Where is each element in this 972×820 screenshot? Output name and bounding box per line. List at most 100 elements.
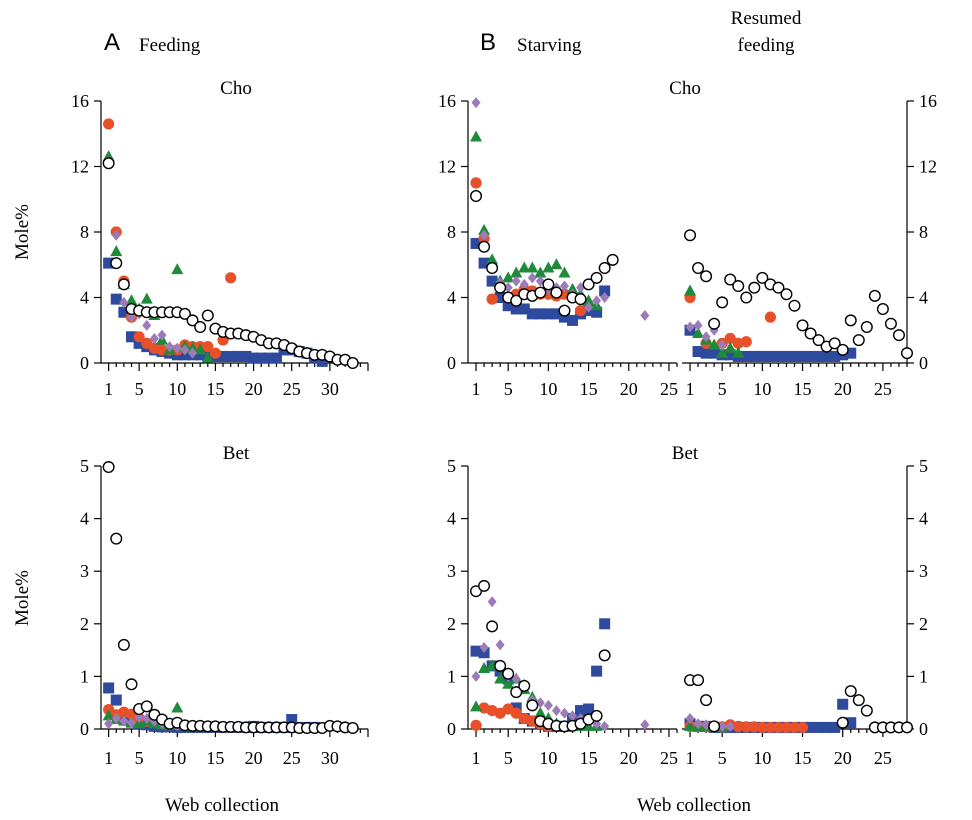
x-tick-label: 25	[660, 379, 678, 399]
x-tick-label: 20	[245, 379, 263, 399]
data-point-circle-open	[486, 262, 499, 275]
data-point-triangle	[716, 346, 729, 358]
x-tick-label: 15	[794, 748, 812, 768]
data-point-triangle	[566, 282, 579, 294]
y-tick-label: 3	[80, 561, 89, 581]
data-point-circle-filled	[756, 721, 768, 734]
series-circle-open	[684, 674, 914, 734]
x-tick-label: 15	[206, 748, 224, 768]
data-point-circle-open	[692, 674, 705, 687]
data-point-square	[780, 350, 792, 362]
data-point-diamond	[119, 296, 129, 308]
x-tick-label: 30	[321, 748, 339, 768]
data-point-circle-open	[346, 721, 359, 734]
data-point-circle-filled	[133, 331, 145, 343]
x-tick-label: 1	[686, 748, 695, 768]
x-axis-label-a: Web collection	[165, 795, 280, 816]
data-point-circle-open	[884, 317, 897, 330]
data-point-circle-open	[117, 278, 130, 291]
data-point-square	[829, 721, 841, 733]
chart-title: Cho	[669, 78, 701, 99]
data-point-circle-open	[590, 709, 603, 722]
data-point-circle-filled	[740, 721, 752, 733]
data-point-diamond	[717, 720, 727, 732]
data-point-circle-open	[125, 678, 138, 691]
x-tick-label: 10	[168, 748, 186, 768]
panel-b-title: Starving	[517, 35, 582, 56]
data-point-square	[724, 349, 736, 361]
data-point-square	[821, 721, 833, 733]
data-point-circle-filled	[780, 721, 793, 734]
data-point-circle-open	[772, 281, 785, 294]
data-point-circle-filled	[103, 118, 115, 130]
y-tick-label: 3	[919, 561, 928, 581]
y-axis-label-bottom: Mole%	[12, 570, 33, 626]
y-tick-label: 0	[919, 353, 928, 373]
x-tick-label: 10	[539, 748, 557, 768]
y-tick-label: 8	[919, 222, 928, 242]
data-point-square	[270, 352, 282, 364]
y-tick-label: 2	[80, 614, 89, 634]
data-point-circle-open	[844, 685, 857, 698]
data-point-diamond	[180, 344, 190, 356]
data-point-circle-filled	[209, 347, 222, 359]
data-point-circle-open	[732, 280, 745, 293]
data-point-diamond	[111, 229, 121, 241]
y-tick-label: 16	[71, 91, 89, 111]
data-point-circle-open	[901, 347, 914, 360]
data-point-square	[599, 618, 611, 630]
x-tick-label: 25	[874, 379, 892, 399]
data-point-diamond	[527, 272, 537, 284]
data-point-triangle	[194, 343, 207, 355]
data-point-circle-filled	[470, 719, 482, 731]
data-point-square	[316, 355, 328, 367]
series-square	[470, 237, 611, 326]
data-point-circle-open	[901, 721, 914, 734]
series-diamond	[685, 319, 727, 351]
data-point-square	[845, 717, 857, 729]
panel-b-letter: B	[480, 29, 496, 56]
y-tick-label: 0	[80, 353, 89, 373]
data-point-triangle	[186, 341, 199, 353]
data-point-square	[837, 698, 849, 710]
data-point-triangle	[502, 271, 515, 283]
y-tick-label: 4	[919, 288, 928, 308]
data-point-circle-open	[117, 638, 130, 651]
x-tick-label: 20	[834, 379, 852, 399]
data-point-triangle	[201, 351, 214, 363]
data-point-circle-open	[700, 694, 713, 707]
data-point-diamond	[165, 341, 175, 353]
data-point-circle-open	[700, 270, 713, 283]
y-tick-label: 1	[447, 666, 456, 686]
data-point-circle-open	[876, 302, 889, 315]
x-tick-label: 20	[245, 748, 263, 768]
data-point-circle-open	[836, 716, 849, 729]
data-point-diamond	[600, 292, 610, 303]
data-point-diamond	[487, 596, 497, 608]
series-triangle	[470, 130, 603, 311]
data-point-square	[764, 350, 776, 362]
data-point-square	[518, 303, 530, 315]
data-point-square	[748, 350, 760, 362]
series-square	[684, 324, 857, 362]
data-point-circle-open	[756, 271, 769, 284]
data-point-circle-open	[518, 679, 531, 692]
data-point-square	[813, 350, 825, 362]
data-point-diamond	[495, 639, 505, 651]
y-tick-label: 2	[447, 614, 456, 634]
y-tick-label: 16	[919, 91, 937, 111]
data-point-circle-open	[716, 296, 729, 309]
panel-b-resumed-title-line1: Resumed	[731, 8, 802, 29]
data-point-triangle	[171, 263, 184, 275]
data-point-circle-open	[748, 281, 761, 294]
data-point-diamond	[685, 712, 695, 724]
data-point-triangle	[534, 266, 547, 278]
data-point-circle-open	[194, 320, 207, 333]
panel-a-title: Feeding	[139, 35, 201, 56]
series-circle-open	[102, 461, 359, 734]
data-point-triangle	[125, 294, 138, 306]
data-point-triangle	[684, 719, 697, 731]
